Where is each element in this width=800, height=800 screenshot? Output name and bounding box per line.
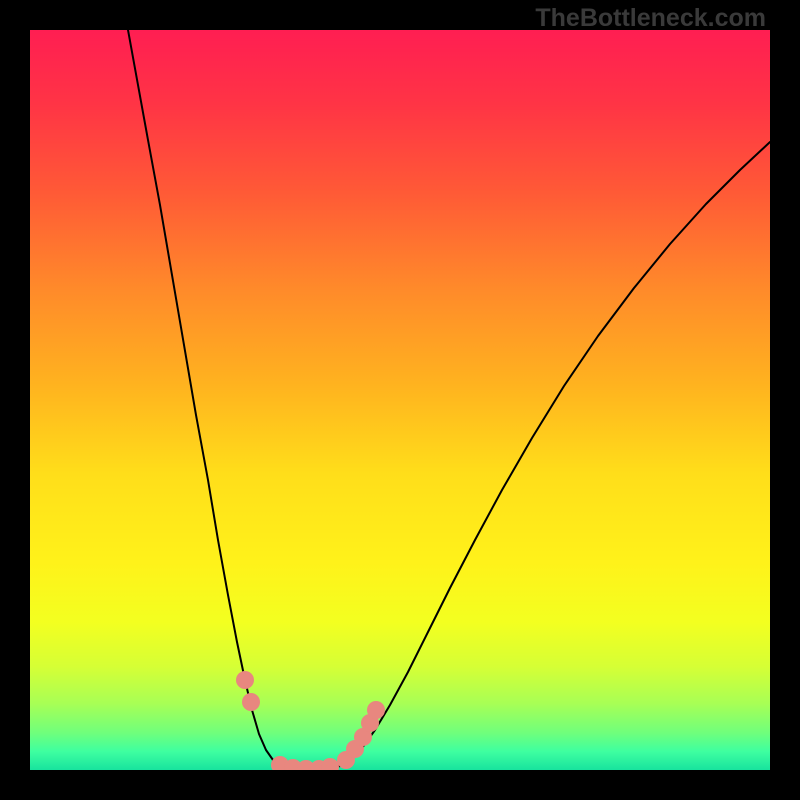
plot-area bbox=[30, 30, 770, 770]
plot-svg bbox=[30, 30, 770, 770]
curve-marker bbox=[367, 701, 385, 719]
gradient-background bbox=[30, 30, 770, 770]
curve-marker bbox=[242, 693, 260, 711]
watermark-text: TheBottleneck.com bbox=[535, 4, 766, 33]
chart-frame: TheBottleneck.com bbox=[0, 0, 800, 800]
curve-marker bbox=[236, 671, 254, 689]
